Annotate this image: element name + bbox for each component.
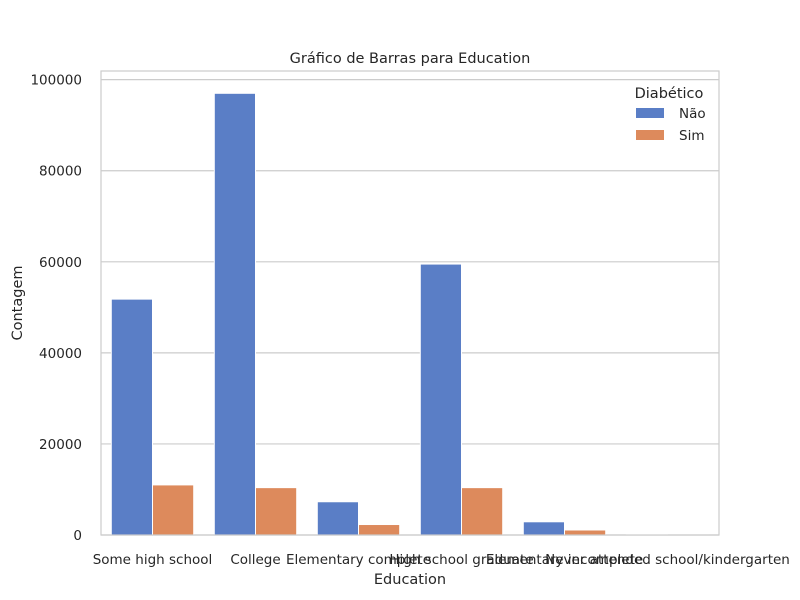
x-tick-label: Elementary incomplete [486,552,643,568]
x-tick-label: Elementary complete [286,552,431,568]
bar-sim [358,524,401,536]
y-tick-labels: 0 20000 40000 60000 80000 100000 [30,73,82,544]
legend: Diabético Não Sim [635,86,706,144]
x-tick-label: Never attended school/kindergarten [545,552,790,568]
bar-nao [522,521,565,536]
bar-nao [419,263,462,536]
bar-nao [110,298,154,536]
bar-sim [461,487,504,536]
y-tick-label: 40000 [39,346,82,362]
y-tick-label: 20000 [39,437,82,453]
x-tick-label: High school graduate [389,552,533,568]
plot-area-frame [100,70,720,536]
legend-swatch-nao [636,108,664,118]
y-tick-label: 100000 [30,73,82,89]
legend-swatch-sim [636,130,664,140]
y-tick-label: 80000 [39,164,82,180]
bar-sim [255,487,298,536]
bar-sim [152,484,195,536]
legend-title: Diabético [635,86,704,102]
bar-nao [316,501,359,536]
x-tick-label: College [230,552,280,568]
x-tick-label: Some high school [93,552,213,568]
legend-label-sim: Sim [679,128,704,144]
x-axis-label: Education [374,572,446,588]
y-axis-label: Contagem [10,265,26,340]
bar-sim [564,529,607,536]
y-tick-label: 60000 [39,255,82,271]
bars [110,92,710,536]
legend-label-nao: Não [679,106,706,122]
chart-title: Gráfico de Barras para Education [290,51,531,67]
bar-nao [213,92,257,536]
y-tick-label: 0 [73,528,82,544]
x-tick-labels: Some high school College Elementary comple… [93,552,790,568]
